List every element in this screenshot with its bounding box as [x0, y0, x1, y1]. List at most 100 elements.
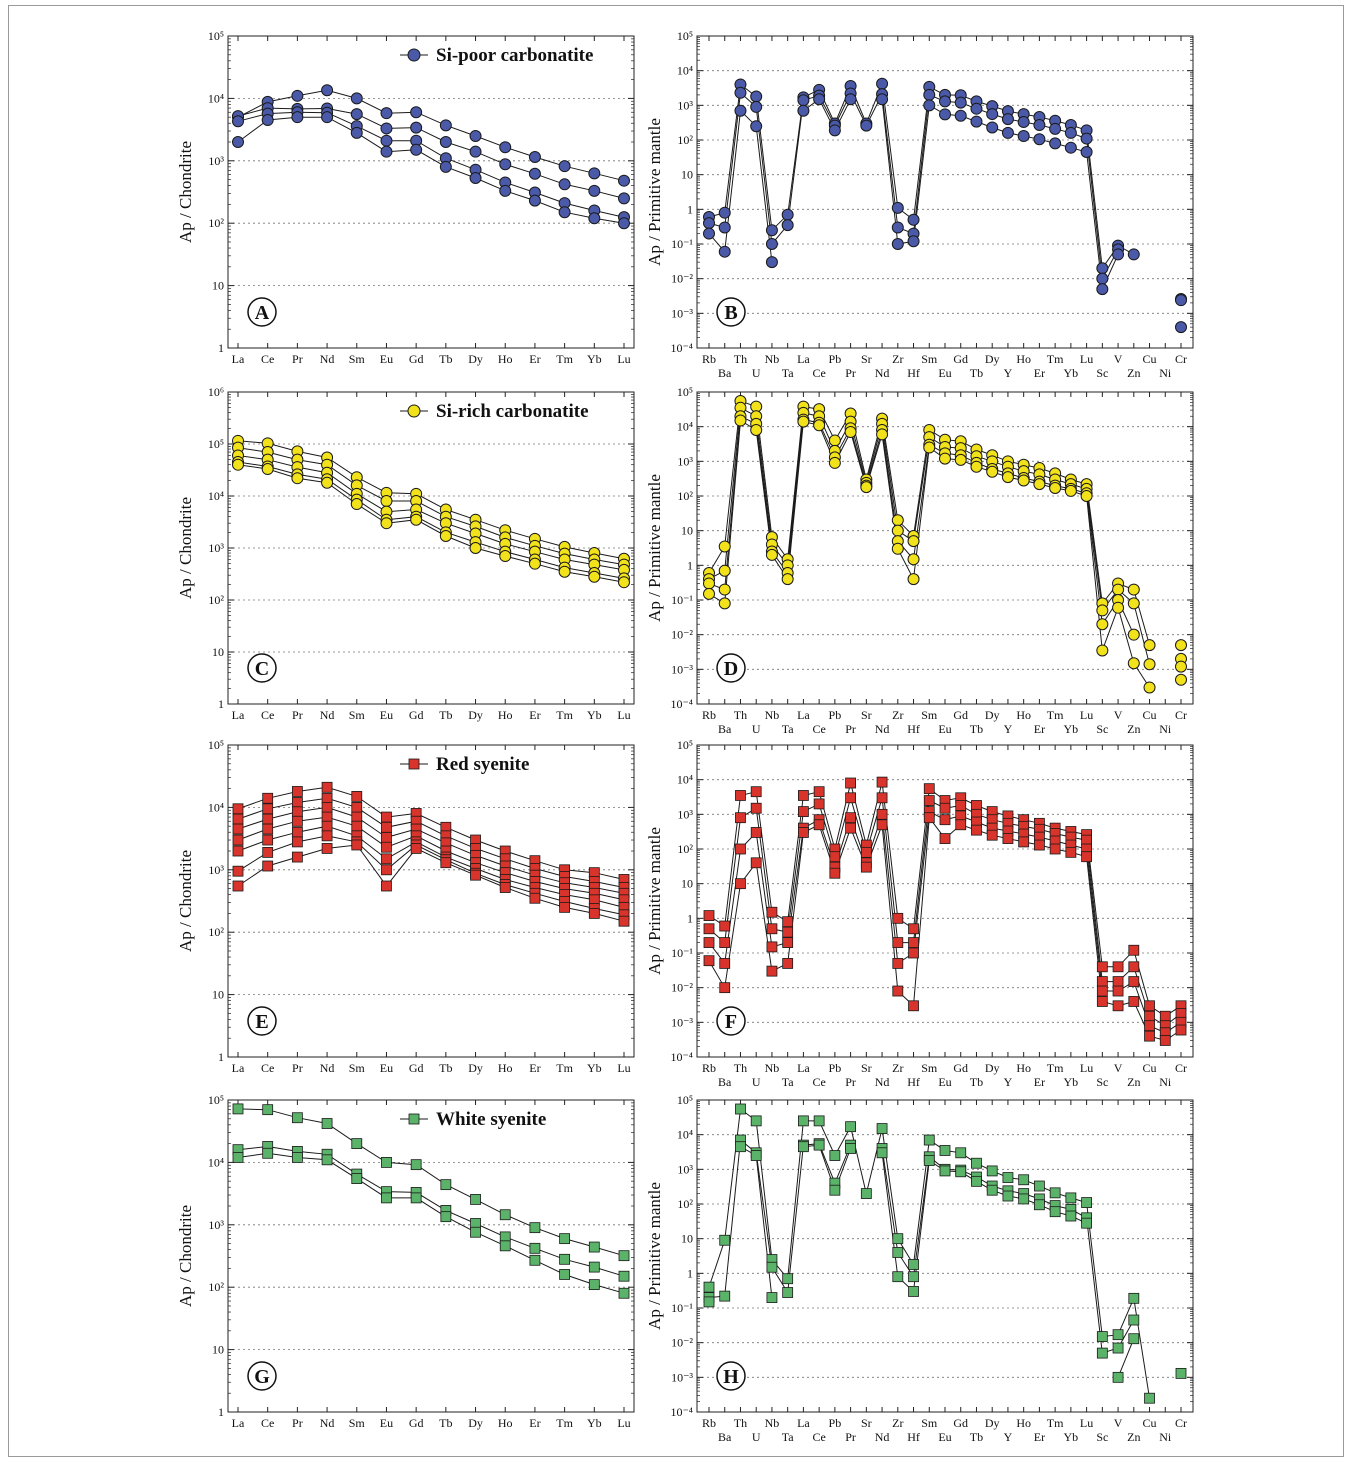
- x-tick-label: Cu: [1143, 352, 1157, 366]
- data-point: [351, 839, 363, 851]
- data-point: [499, 1240, 511, 1252]
- x-tick-label: Zr: [892, 352, 903, 366]
- x-tick-label: Pr: [292, 1416, 303, 1430]
- data-point: [1144, 1392, 1155, 1404]
- x-tick-label: Rb: [702, 1061, 716, 1075]
- x-tick-label: U: [752, 722, 761, 736]
- x-tick-label: Sm: [349, 1061, 366, 1075]
- data-point: [939, 833, 951, 844]
- x-tick-label: Dy: [468, 1061, 483, 1075]
- x-tick-label: Nd: [320, 1061, 335, 1075]
- data-point: [410, 143, 423, 156]
- x-tick-label: Gd: [953, 1416, 968, 1430]
- data-point: [1096, 644, 1109, 657]
- data-point: [381, 832, 392, 843]
- y-tick-label: 10²: [677, 489, 693, 503]
- data-point: [1127, 248, 1140, 261]
- x-tick-label: Pb: [829, 708, 842, 722]
- y-tick-label: 10⁵: [677, 29, 693, 43]
- x-tick-label: Nd: [875, 366, 890, 380]
- data-point: [1143, 658, 1156, 671]
- data-point: [1065, 1192, 1077, 1204]
- data-point: [718, 540, 731, 553]
- data-point: [719, 982, 731, 994]
- x-tick-label: Ce: [261, 1061, 274, 1075]
- x-tick-label: Nb: [765, 1416, 780, 1430]
- data-point: [351, 820, 363, 832]
- data-point: [750, 802, 762, 814]
- data-point: [829, 1184, 841, 1196]
- data-point: [923, 795, 935, 806]
- data-point: [845, 812, 856, 824]
- data-point: [528, 167, 541, 180]
- y-axis-label: Ap / Primitive mantle: [645, 827, 664, 975]
- data-point: [470, 1194, 481, 1205]
- data-point: [1034, 1199, 1045, 1211]
- x-tick-label: Er: [529, 352, 540, 366]
- x-tick-label: Pb: [829, 1061, 842, 1075]
- data-point: [291, 786, 303, 797]
- series-line: [708, 810, 1182, 1034]
- panel-h: 10⁻⁴ 10⁻³ 10⁻² 10⁻¹ 1 10 10² 10³ 10⁴ 10⁵ Ap / Prim…: [645, 1093, 1194, 1444]
- data-point: [1034, 1180, 1045, 1192]
- data-point: [1096, 1331, 1108, 1342]
- data-point: [1144, 1020, 1155, 1032]
- x-tick-label: Th: [734, 1061, 747, 1075]
- data-point: [351, 811, 363, 823]
- data-point: [1175, 639, 1187, 652]
- y-tick-label: 10²: [208, 593, 224, 607]
- data-point: [955, 800, 967, 811]
- y-tick-label: 10⁻¹: [671, 1301, 693, 1315]
- x-tick-label: Sm: [349, 708, 366, 722]
- data-point: [440, 1211, 452, 1223]
- y-tick-label: 1: [218, 1405, 224, 1419]
- y-tick-label: 10⁻⁴: [670, 1405, 693, 1419]
- data-point: [529, 1254, 541, 1266]
- x-tick-label: Cu: [1143, 1416, 1157, 1430]
- y-tick-label: 10⁻²: [671, 981, 693, 995]
- data-point: [499, 184, 512, 197]
- panel-letter-circle: [247, 297, 277, 327]
- data-point: [1049, 122, 1062, 135]
- y-tick-label: 10⁴: [677, 1128, 693, 1142]
- data-point: [782, 926, 794, 938]
- data-point: [528, 194, 541, 207]
- data-point: [986, 465, 999, 478]
- x-tick-label: Pr: [845, 722, 856, 736]
- data-point: [782, 1273, 794, 1285]
- x-tick-label: Tm: [1047, 1416, 1064, 1430]
- x-tick-label: Y: [1004, 1430, 1013, 1444]
- data-point: [750, 827, 762, 838]
- data-point: [876, 776, 888, 788]
- data-point: [1096, 272, 1109, 285]
- data-point: [892, 937, 904, 948]
- x-tick-label: Ho: [498, 352, 513, 366]
- data-point: [499, 1209, 511, 1221]
- data-point: [750, 1115, 762, 1127]
- data-point: [907, 535, 920, 548]
- data-point: [381, 811, 392, 823]
- x-tick-label: Dy: [985, 1416, 1000, 1430]
- x-tick-label: Cr: [1175, 1061, 1187, 1075]
- data-point: [1128, 961, 1140, 973]
- data-point: [844, 93, 857, 106]
- x-tick-label: Eu: [380, 1061, 393, 1075]
- data-point: [939, 1145, 951, 1156]
- data-point: [829, 851, 841, 863]
- x-tick-label: Ho: [1016, 1416, 1031, 1430]
- data-point: [798, 1115, 809, 1127]
- data-point: [232, 845, 244, 857]
- data-point: [1112, 976, 1124, 987]
- x-tick-label: Cu: [1143, 1061, 1157, 1075]
- data-point: [351, 791, 363, 802]
- data-point: [813, 1139, 825, 1151]
- data-point: [321, 476, 334, 489]
- data-point: [813, 93, 826, 106]
- data-point: [1080, 146, 1093, 159]
- data-point: [321, 781, 333, 793]
- y-tick-label: 10⁻¹: [671, 237, 693, 251]
- x-tick-label: Eu: [938, 1075, 951, 1089]
- data-point: [232, 115, 244, 128]
- data-point: [1049, 843, 1061, 855]
- data-point: [1080, 132, 1093, 145]
